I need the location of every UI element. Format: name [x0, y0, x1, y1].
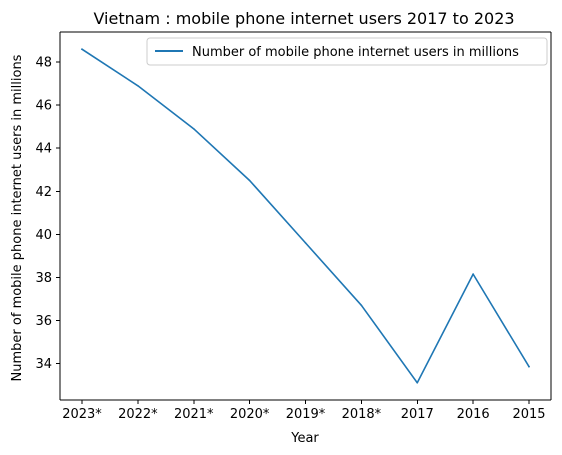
y-tick-label: 40: [35, 228, 52, 243]
x-tick-label: 2015: [512, 407, 545, 422]
y-axis-ticks: 34 36 38 40 42 44 46 48: [35, 56, 60, 372]
data-point: [192, 128, 195, 130]
legend-label: Number of mobile phone internet users in…: [192, 45, 519, 60]
data-point: [416, 381, 419, 384]
x-tick-label: 2021*: [174, 407, 214, 422]
plot-area: [80, 48, 531, 384]
x-tick-label: 2018*: [342, 407, 382, 422]
data-point: [248, 179, 251, 182]
y-tick-label: 44: [35, 142, 52, 157]
y-tick-label: 42: [35, 185, 52, 200]
legend-box: [146, 37, 548, 66]
x-tick-label: 2017: [401, 407, 434, 422]
x-tick-label: 2016: [457, 407, 490, 422]
data-point: [304, 242, 307, 244]
data-point: [528, 365, 530, 368]
x-tick-label: 2019*: [286, 407, 326, 422]
y-tick-label: 48: [35, 56, 52, 71]
y-tick-label: 38: [35, 271, 52, 286]
x-tick-label: 2023*: [62, 407, 102, 422]
series-line: [80, 48, 531, 384]
data-point: [137, 85, 139, 87]
data-point: [81, 48, 83, 51]
x-axis-title: Year: [290, 431, 319, 446]
legend: Number of mobile phone internet users in…: [146, 37, 548, 66]
x-tick-label: 2022*: [118, 407, 158, 422]
x-axis-ticks: 2023* 2022* 2021* 2020* 2019* 2018* 2017 2016 20…: [62, 400, 546, 422]
chart-title: Vietnam : mobile phone internet users 20…: [93, 9, 514, 28]
y-axis-title: Number of mobile phone internet users in…: [10, 54, 25, 381]
data-point: [360, 304, 363, 307]
y-tick-label: 36: [35, 314, 52, 329]
y-tick-label: 46: [35, 99, 52, 114]
y-tick-label: 34: [35, 357, 52, 372]
data-point: [472, 273, 474, 275]
x-tick-label: 2020*: [230, 407, 270, 422]
